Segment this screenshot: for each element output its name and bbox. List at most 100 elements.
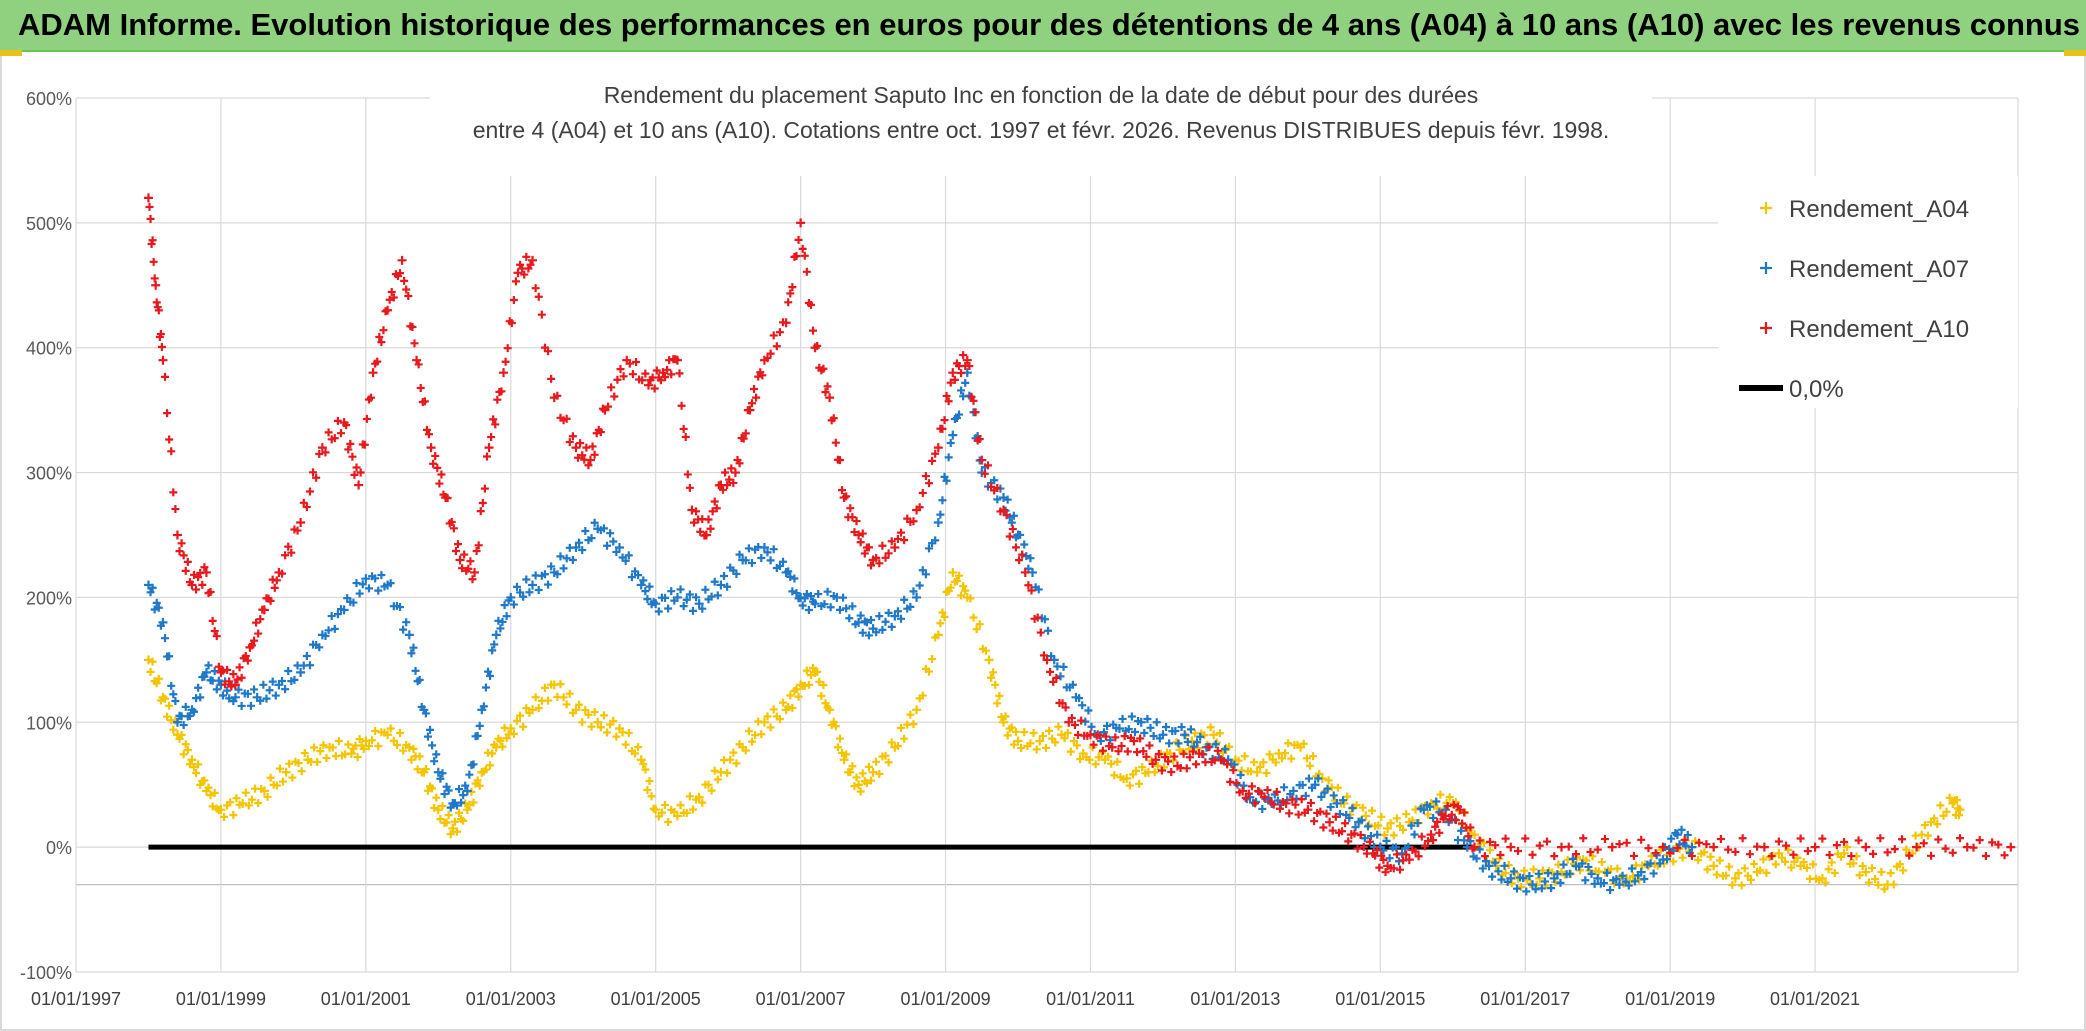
data-point: [887, 738, 896, 747]
data-point: [636, 580, 646, 590]
data-point: [1139, 747, 1148, 756]
data-point: [1426, 802, 1435, 811]
data-point: [1114, 724, 1124, 734]
data-point: [800, 251, 809, 260]
data-point: [1447, 810, 1456, 819]
data-point: [420, 397, 429, 406]
data-point: [710, 577, 719, 586]
data-point: [428, 741, 437, 750]
data-point: [936, 619, 945, 628]
data-point: [150, 605, 159, 614]
data-point: [918, 488, 927, 497]
data-point: [433, 463, 442, 472]
y-tick-label: -100%: [20, 963, 72, 983]
data-point: [1234, 756, 1243, 765]
data-point: [1431, 822, 1440, 831]
data-point: [1941, 844, 1950, 853]
data-point: [965, 362, 974, 371]
data-point: [1847, 852, 1856, 861]
data-point: [1854, 836, 1863, 845]
x-tick-label: 01/01/2009: [901, 989, 991, 1009]
data-point: [1386, 819, 1395, 828]
data-point: [204, 783, 213, 792]
data-point: [1140, 728, 1149, 737]
data-point: [1839, 848, 1849, 858]
data-point: [1333, 783, 1342, 792]
data-point: [921, 472, 930, 481]
data-point: [344, 445, 353, 454]
data-point: [969, 396, 978, 405]
data-point: [165, 652, 174, 661]
data-point: [1298, 780, 1307, 789]
data-point: [321, 632, 330, 641]
data-point: [845, 614, 854, 623]
data-point: [893, 742, 902, 751]
data-point: [909, 587, 918, 596]
data-point: [1956, 834, 1965, 843]
data-point: [1281, 749, 1290, 758]
data-point: [172, 717, 182, 727]
data-point: [1586, 847, 1595, 856]
data-point: [792, 589, 801, 598]
data-point: [201, 667, 211, 677]
data-point: [1297, 795, 1306, 804]
data-point: [1666, 849, 1675, 858]
data-point: [741, 746, 750, 755]
data-point: [944, 453, 953, 462]
data-point: [1091, 760, 1100, 769]
data-point: [612, 732, 621, 741]
data-point: [842, 750, 851, 759]
data-point: [1840, 837, 1849, 846]
data-point: [436, 774, 445, 783]
data-point: [496, 624, 505, 633]
data-point: [1542, 837, 1551, 846]
data-point: [556, 680, 565, 689]
data-point: [275, 764, 284, 773]
data-point: [185, 760, 194, 769]
data-point: [230, 692, 240, 702]
data-point: [848, 602, 857, 611]
data-point: [942, 476, 951, 485]
data-point: [1058, 699, 1067, 708]
data-point: [754, 372, 763, 381]
banner-title: ADAM Informe. Evolution historique des p…: [18, 7, 2086, 42]
data-point: [1486, 837, 1495, 846]
data-point: [531, 284, 540, 293]
data-point: [900, 536, 909, 545]
data-point: [1018, 550, 1027, 559]
data-point: [1170, 752, 1179, 761]
data-point: [1472, 854, 1481, 863]
data-point: [732, 759, 741, 768]
data-point: [356, 468, 365, 477]
data-point: [647, 792, 656, 801]
data-point: [424, 430, 433, 439]
data-point: [1252, 767, 1262, 777]
data-point: [506, 592, 516, 602]
data-point: [1198, 750, 1207, 759]
data-point: [397, 255, 407, 265]
data-point: [1883, 848, 1892, 857]
data-point: [1436, 790, 1445, 799]
data-point: [588, 442, 597, 451]
data-point: [735, 550, 744, 559]
data-point: [850, 782, 859, 791]
data-point: [1102, 732, 1111, 741]
data-point: [690, 518, 699, 527]
data-point: [967, 392, 976, 401]
data-point: [704, 515, 713, 524]
data-point: [488, 749, 497, 758]
data-point: [1329, 791, 1338, 800]
data-point: [165, 435, 174, 444]
data-point: [1301, 791, 1310, 800]
data-point: [1702, 840, 1711, 849]
data-point: [1094, 753, 1103, 762]
data-point: [421, 709, 430, 718]
data-point: [181, 566, 190, 575]
data-point: [957, 369, 966, 378]
data-point: [688, 805, 697, 814]
data-point: [297, 767, 306, 776]
data-point: [604, 402, 613, 411]
data-point: [503, 344, 512, 353]
data-point: [194, 683, 203, 692]
data-point: [312, 473, 321, 482]
